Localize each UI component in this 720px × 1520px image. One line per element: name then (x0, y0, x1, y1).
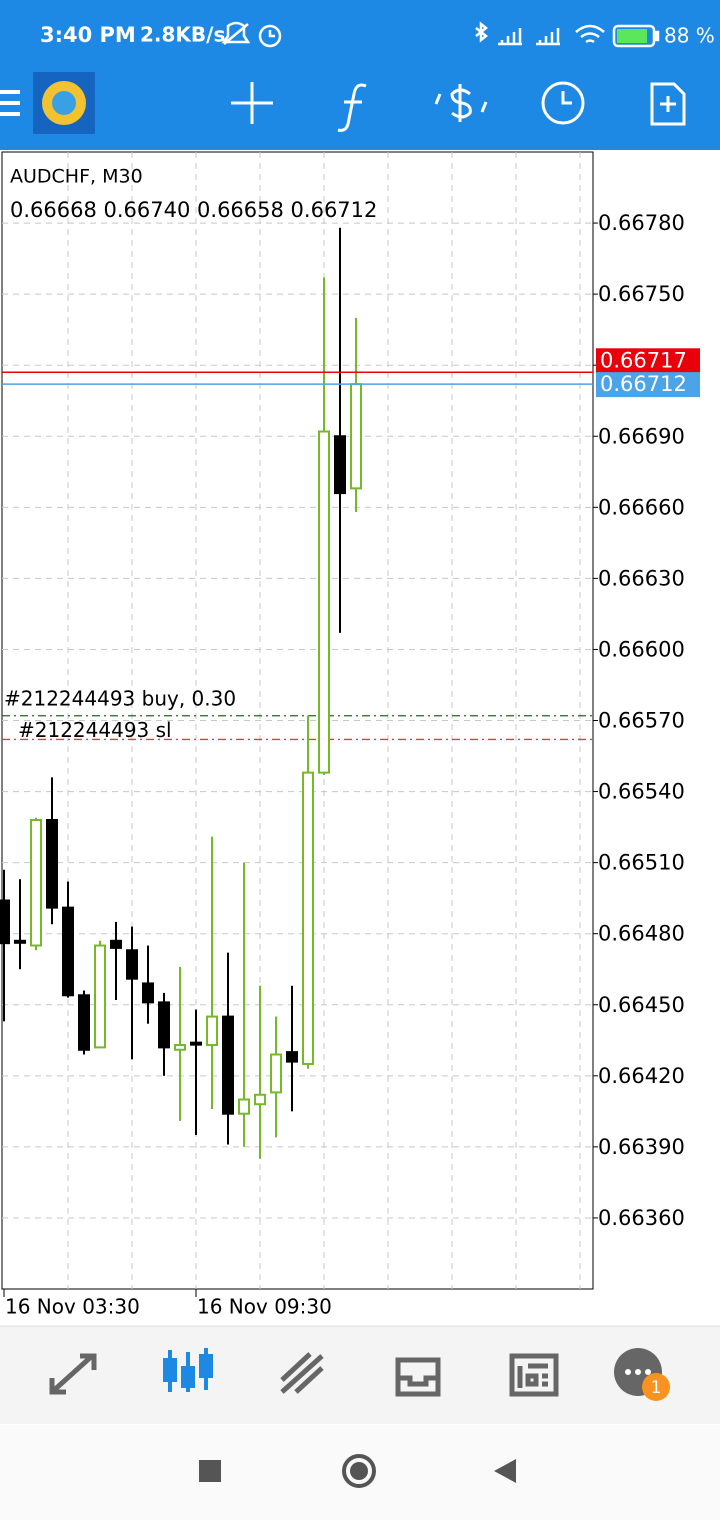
y-tick-label: 0.66600 (598, 637, 685, 661)
y-tick-label: 0.66690 (598, 424, 685, 448)
candle-body (254, 1093, 266, 1106)
candle-body (0, 899, 10, 945)
y-tick-label: 0.66540 (598, 780, 685, 804)
menu-button[interactable] (0, 90, 20, 116)
y-tick-label: 0.66510 (598, 851, 685, 875)
x-tick-label: 16 Nov 03:30 (5, 1295, 140, 1319)
candle-body (14, 939, 26, 944)
y-tick-label: 0.66420 (598, 1064, 685, 1088)
back-button[interactable] (494, 1459, 516, 1483)
battery-level (617, 29, 647, 43)
ask-tag (596, 348, 700, 374)
recents-button[interactable] (199, 1460, 221, 1482)
order-label: #212244493 sl (18, 718, 172, 742)
y-tick-label: 0.66390 (598, 1135, 685, 1159)
candle-body (206, 1015, 218, 1047)
bid-label: 0.66712 (600, 372, 687, 396)
ohlc-quote: 0.66668 0.66740 0.66658 0.66712 (10, 198, 377, 222)
ask-label: 0.66717 (600, 348, 687, 372)
candle-body (78, 994, 90, 1051)
candle-body (94, 944, 106, 1049)
candle-body (318, 430, 330, 774)
battery-percent: 88 % (664, 24, 715, 48)
candle-body (238, 1098, 250, 1115)
top-bar (0, 0, 720, 150)
bid-tag (596, 372, 700, 398)
chat-dot (635, 1369, 641, 1375)
home-dot (350, 1462, 368, 1480)
candle-body (302, 771, 314, 1065)
candle-body (222, 1015, 234, 1115)
candle-body (174, 1044, 186, 1051)
candle-body (334, 435, 346, 495)
candle-body (270, 1053, 282, 1094)
candle-body (126, 949, 138, 980)
y-tick-label: 0.66570 (598, 709, 685, 733)
nav-chart-icon[interactable] (163, 1348, 213, 1392)
candle-body (46, 818, 58, 909)
chat-dot (625, 1369, 631, 1375)
y-tick-label: 0.66480 (598, 922, 685, 946)
candle-body (158, 1001, 170, 1049)
toolbar-icons[interactable] (231, 81, 686, 132)
y-tick-label: 0.66360 (598, 1206, 685, 1230)
y-tick-label: 0.66660 (598, 495, 685, 519)
nav-icons[interactable] (49, 1352, 559, 1397)
y-tick-label: 0.66630 (598, 566, 685, 590)
x-tick-label: 16 Nov 09:30 (197, 1295, 332, 1319)
chat-dot (645, 1369, 651, 1375)
bottom-nav (0, 1326, 720, 1424)
y-tick-label: 0.66450 (598, 993, 685, 1017)
chart-frame (1, 151, 594, 1290)
candle-body (30, 818, 42, 947)
candle-body (190, 1041, 202, 1046)
home-button[interactable] (342, 1454, 376, 1488)
plot-area (0, 152, 593, 1289)
candle-body (142, 982, 154, 1004)
logo-mark (52, 91, 76, 115)
order-label: #212244493 buy, 0.30 (4, 686, 236, 710)
candle-body (350, 383, 362, 490)
candle-body (286, 1051, 298, 1063)
candle-body (62, 906, 74, 997)
chart-symbol: AUDCHF, M30 (10, 166, 143, 188)
badge-count: 1 (651, 1378, 662, 1398)
y-tick-label: 0.66750 (598, 282, 685, 306)
net-speed: 2.8KB/s (140, 23, 225, 47)
badge (642, 1373, 670, 1401)
y-tick-label: 0.66780 (598, 211, 685, 235)
status-icons (221, 21, 660, 48)
candle-body (110, 939, 122, 949)
clock: 3:40 PM (40, 23, 136, 47)
